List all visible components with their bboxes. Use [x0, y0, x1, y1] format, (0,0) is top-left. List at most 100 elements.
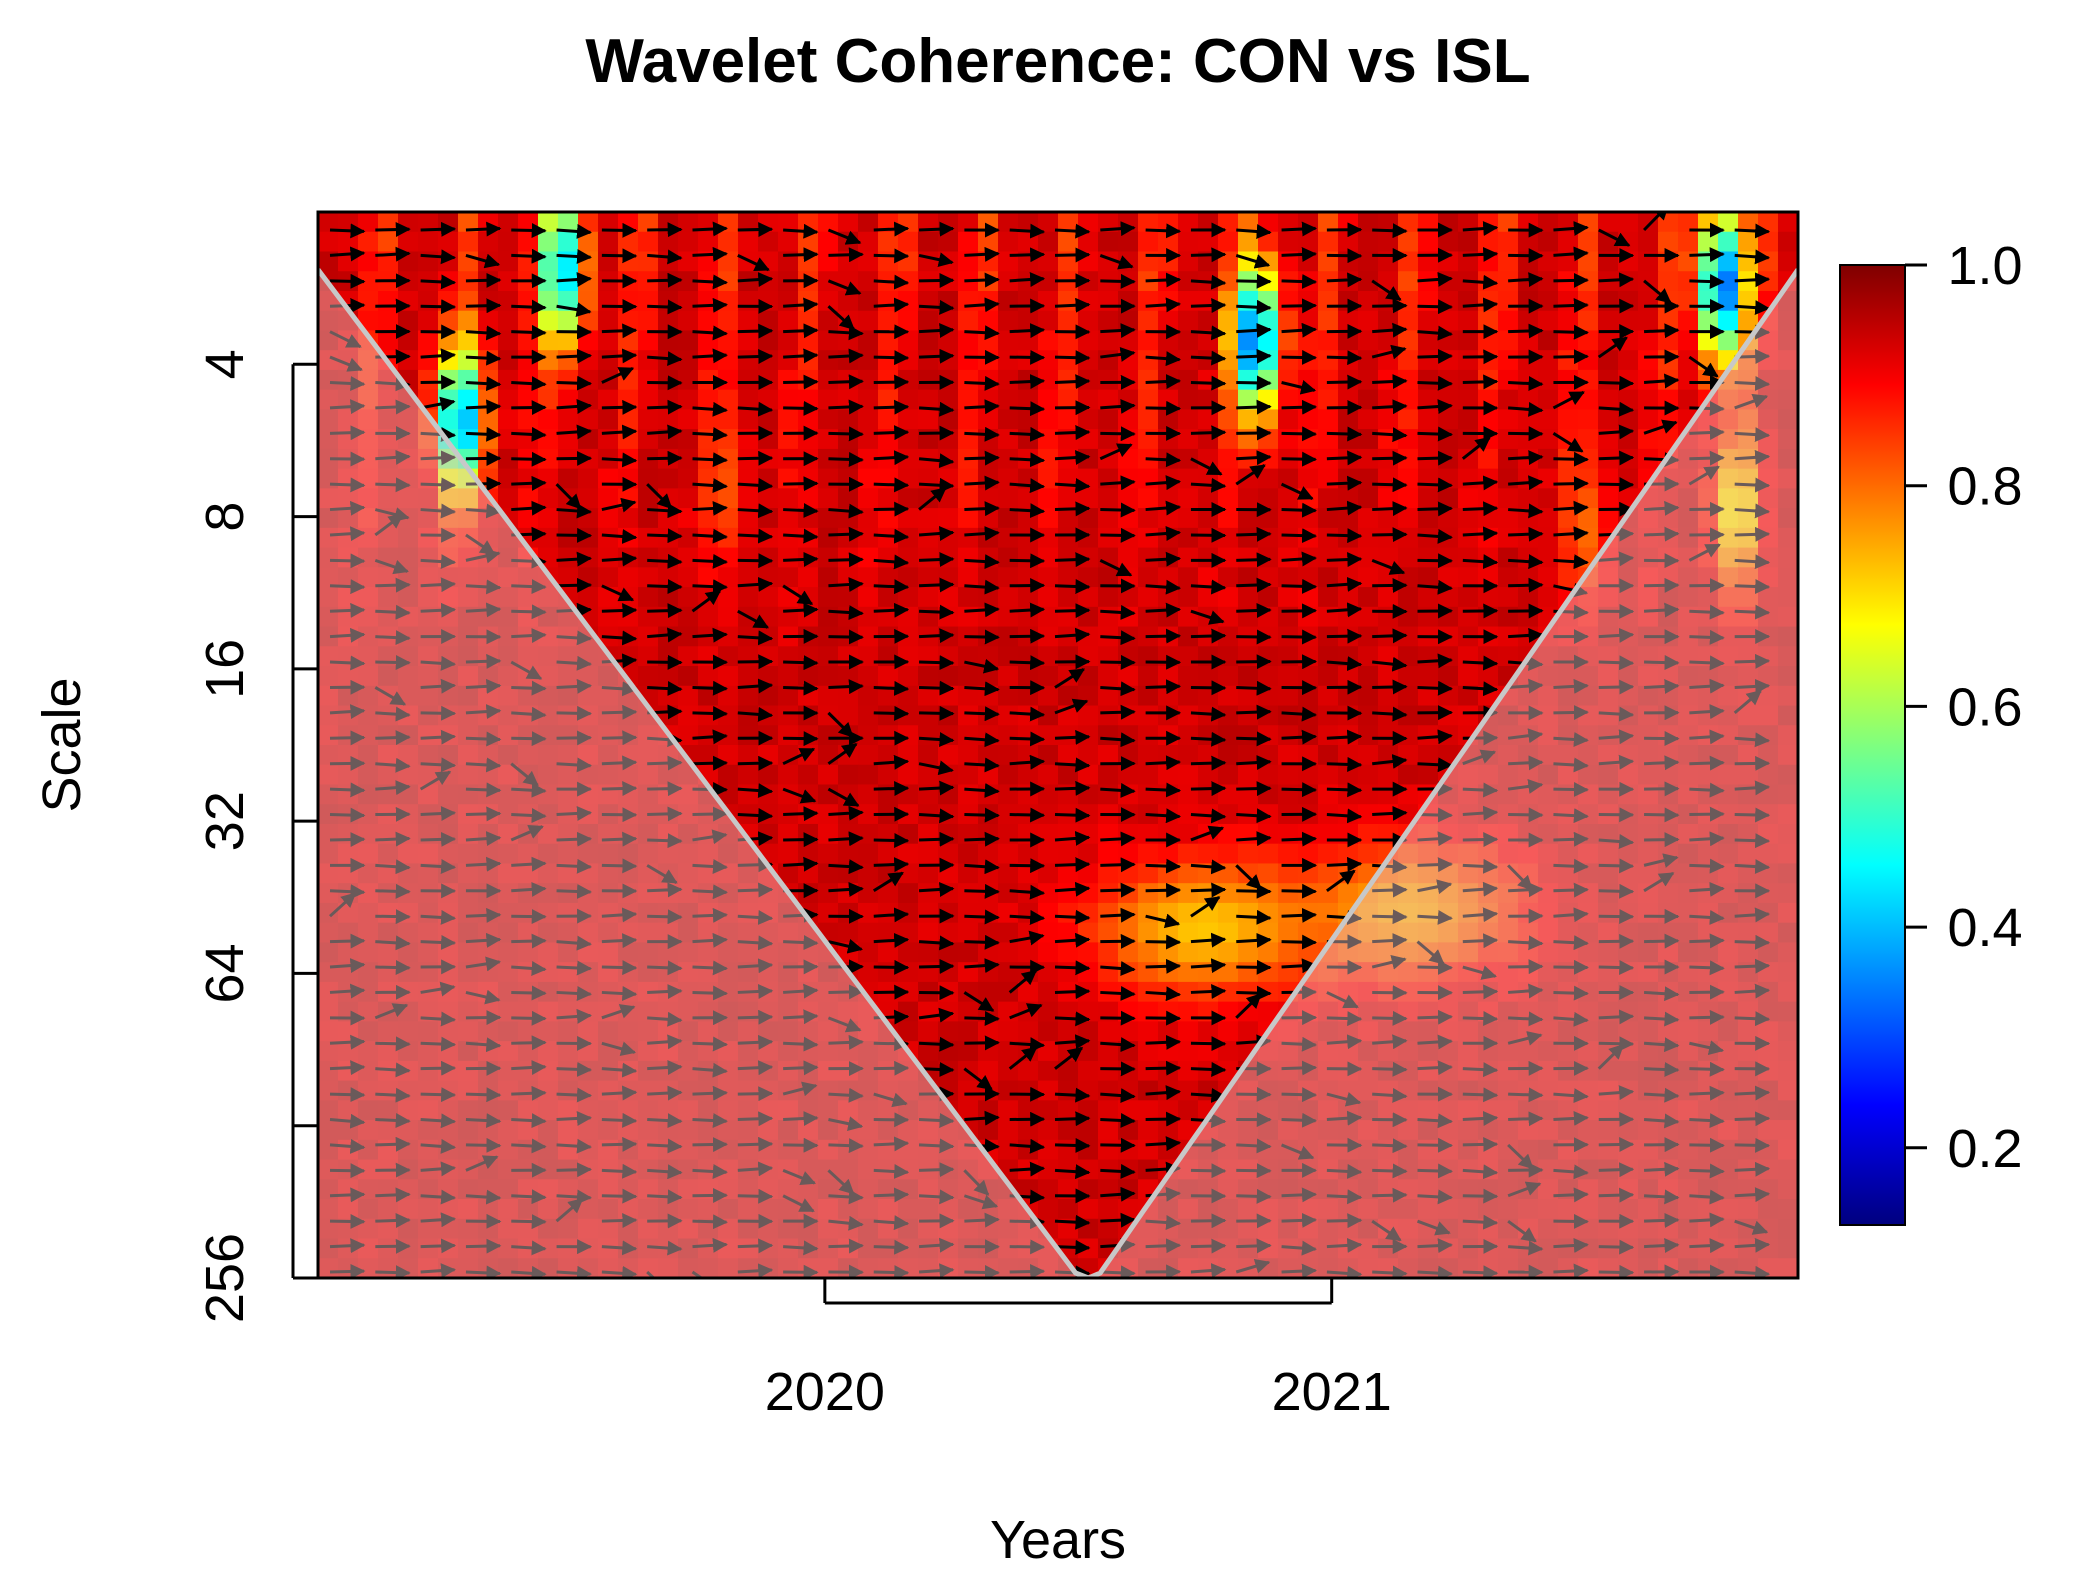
heatmap-cell: [998, 1080, 1019, 1101]
heatmap-cell: [1398, 429, 1419, 450]
heatmap-cell: [1578, 369, 1599, 391]
phase-arrow: [647, 553, 683, 569]
heatmap-cell: [1078, 310, 1099, 332]
heatmap-cell: [818, 646, 839, 667]
heatmap-cell: [1698, 231, 1719, 253]
heatmap-cell: [1578, 231, 1599, 253]
heatmap-cell: [1518, 527, 1539, 549]
heatmap-cell: [1118, 1139, 1139, 1161]
heatmap-cell: [1238, 962, 1259, 983]
heatmap-cell: [958, 587, 979, 608]
heatmap-cell: [918, 745, 939, 766]
heatmap-cell: [558, 350, 579, 371]
heatmap-cell: [1558, 547, 1579, 568]
heatmap-cell: [738, 646, 759, 667]
heatmap-cell: [898, 843, 919, 865]
heatmap-cell: [778, 705, 799, 726]
heatmap-cell: [918, 488, 939, 509]
heatmap-cell: [1318, 290, 1339, 312]
heatmap-cell: [578, 271, 599, 292]
phase-arrow: [1145, 679, 1182, 695]
heatmap-cell: [498, 527, 519, 549]
heatmap-cell: [1178, 606, 1199, 628]
heatmap-cell: [1078, 567, 1099, 588]
heatmap-cell: [1418, 409, 1439, 430]
heatmap-cell: [518, 429, 539, 450]
heatmap-cell: [1398, 508, 1419, 529]
heatmap-cell: [738, 369, 759, 391]
heatmap-cell: [1138, 784, 1159, 805]
heatmap-cell: [1018, 409, 1039, 430]
heatmap-cell: [1358, 527, 1379, 549]
heatmap-cell: [1358, 666, 1379, 687]
heatmap-cell: [1078, 863, 1099, 884]
heatmap-cell: [878, 843, 899, 865]
heatmap-cell: [738, 350, 759, 371]
heatmap-cell: [638, 409, 659, 430]
heatmap-cell: [1738, 567, 1759, 588]
phase-arrow: [556, 577, 593, 593]
heatmap-cell: [1038, 1060, 1059, 1082]
phase-arrow: [556, 249, 593, 265]
phase-arrow: [873, 297, 910, 313]
heatmap-cell: [778, 527, 799, 549]
phase-arrow: [511, 248, 547, 264]
heatmap-cell: [1058, 587, 1079, 608]
heatmap-cell: [1778, 448, 1798, 470]
phase-arrow: [1145, 934, 1182, 950]
phase-arrow: [601, 323, 638, 339]
heatmap-cell: [318, 212, 339, 233]
heatmap-cell: [1538, 429, 1559, 450]
heatmap-cell: [958, 942, 979, 963]
heatmap-cell: [1538, 330, 1559, 351]
heatmap-cell: [1078, 231, 1099, 253]
heatmap-cell: [1778, 251, 1798, 272]
heatmap-cell: [518, 231, 539, 253]
heatmap-cell: [758, 547, 779, 568]
heatmap-cell: [1498, 468, 1519, 489]
heatmap-cell: [1558, 409, 1579, 430]
heatmap-cell: [758, 271, 779, 292]
phase-arrow: [964, 554, 1000, 570]
heatmap-cell: [838, 685, 859, 707]
heatmap-cell: [978, 764, 999, 786]
heatmap-cell: [778, 212, 799, 233]
heatmap-cell: [1238, 567, 1259, 588]
heatmap-cell: [1618, 271, 1639, 292]
heatmap-cell: [998, 843, 1019, 865]
phase-arrow: [1100, 654, 1136, 670]
heatmap-cell: [778, 725, 799, 746]
heatmap-cell: [438, 389, 459, 411]
heatmap-cell: [1298, 488, 1319, 509]
heatmap-cell: [1218, 725, 1239, 746]
heatmap-cell: [1338, 764, 1359, 786]
phase-arrow: [1236, 932, 1272, 948]
heatmap-cell: [938, 883, 959, 904]
heatmap-cell: [1078, 1041, 1099, 1062]
heatmap-cell: [998, 1139, 1019, 1161]
heatmap-cell: [318, 350, 339, 371]
heatmap-cell: [1158, 1021, 1179, 1042]
heatmap-cell: [918, 350, 939, 371]
heatmap-cell: [1218, 606, 1239, 628]
heatmap-cell: [1358, 567, 1379, 588]
heatmap-cell: [638, 310, 659, 332]
heatmap-cell: [778, 290, 799, 312]
phase-arrow: [783, 832, 819, 848]
heatmap-cell: [858, 705, 879, 726]
phase-arrow: [1054, 425, 1091, 441]
heatmap-cell: [1198, 567, 1219, 588]
phase-arrow: [1100, 831, 1136, 847]
heatmap-cell: [538, 488, 559, 509]
heatmap-cell: [1398, 212, 1419, 233]
heatmap-cell: [1258, 488, 1279, 509]
phase-arrow: [1054, 450, 1091, 466]
heatmap-cell: [718, 409, 739, 430]
heatmap-cell: [1098, 587, 1119, 608]
heatmap-cell: [878, 488, 899, 509]
heatmap-cell: [1138, 212, 1159, 233]
heatmap-cell: [618, 231, 639, 253]
heatmap-cell: [1118, 527, 1139, 549]
heatmap-cell: [458, 488, 479, 509]
heatmap-cell: [1318, 547, 1339, 568]
